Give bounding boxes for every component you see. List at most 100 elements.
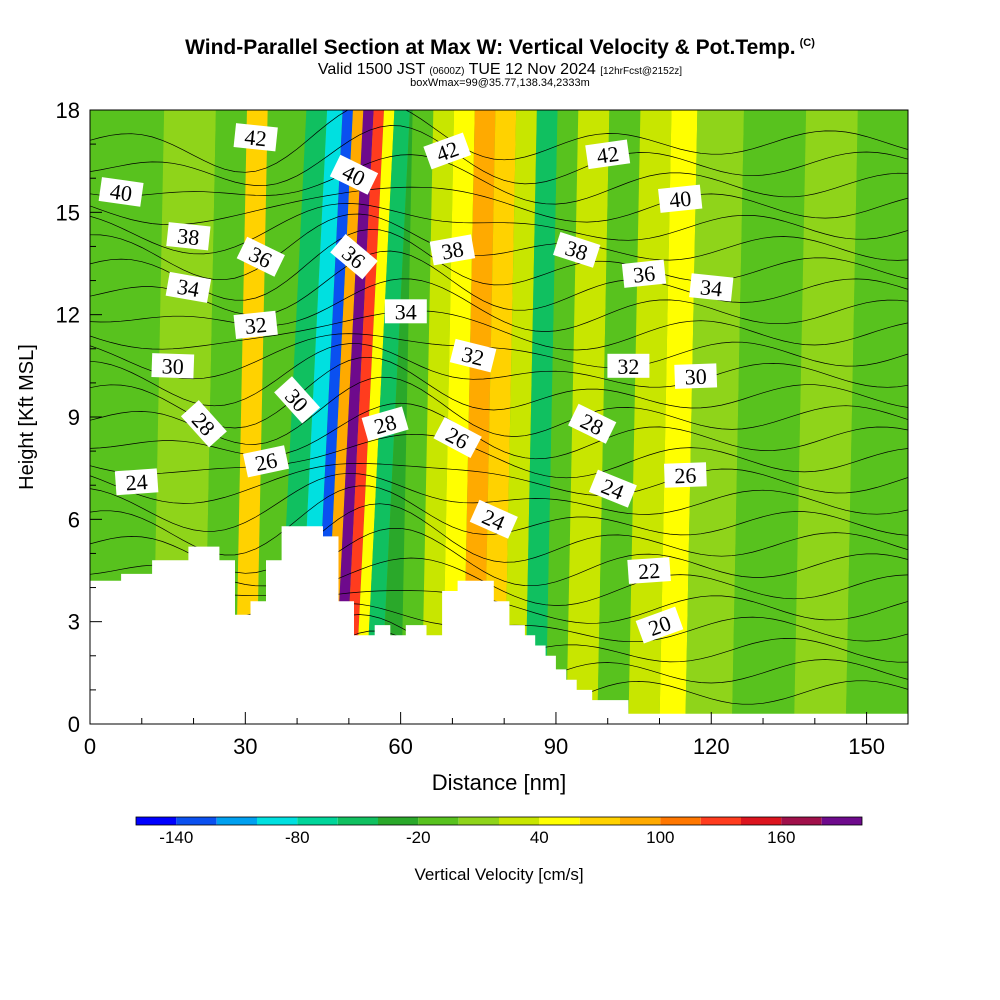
theta-label-box — [98, 177, 144, 207]
theta-contour-line — [90, 356, 908, 429]
theta-label-text: 36 — [632, 261, 656, 288]
colorbar-swatch — [499, 817, 540, 825]
theta-label-text: 40 — [668, 186, 692, 213]
y-tick-label: 9 — [68, 405, 80, 430]
velocity-band-28 — [794, 110, 858, 724]
theta-label-26: 26 — [433, 417, 482, 458]
theta-label-text: 42 — [595, 141, 620, 169]
theta-label-38: 38 — [166, 222, 211, 251]
colorbar-swatch — [176, 817, 217, 825]
theta-contour-line — [90, 376, 908, 445]
theta-label-box — [384, 299, 427, 324]
theta-contour-line — [90, 154, 908, 205]
colorbar: -140 -80 -20 40 100 160 — [135, 816, 863, 847]
theta-contour-line — [90, 213, 908, 281]
theta-label-box — [469, 499, 518, 539]
colorbar-swatch — [378, 817, 419, 825]
colorbar-swatch — [418, 817, 459, 825]
theta-label-text: 40 — [108, 178, 133, 206]
theta-label-24: 24 — [114, 468, 159, 496]
theta-label-36: 36 — [621, 259, 667, 288]
theta-label-box — [330, 234, 378, 280]
theta-label-28: 28 — [180, 400, 227, 448]
x-tick-label: 120 — [693, 734, 730, 759]
colorbar-tick-label: 40 — [530, 828, 549, 847]
theta-label-22: 22 — [627, 557, 671, 584]
x-tick-label: 90 — [544, 734, 568, 759]
colorbar-swatch — [781, 817, 822, 825]
theta-label-box — [166, 222, 211, 251]
theta-label-30: 30 — [674, 363, 718, 390]
velocity-band-21 — [545, 110, 579, 724]
title-mark: (C) — [799, 37, 815, 49]
y-tick-label: 3 — [68, 610, 80, 635]
colorbar-swatch — [539, 817, 580, 825]
velocity-band-20 — [524, 110, 558, 724]
theta-label-box — [361, 406, 409, 442]
theta-label-box — [585, 139, 631, 170]
theta-label-box — [151, 353, 195, 379]
theta-label-34: 34 — [689, 273, 734, 302]
chart-title: Wind-Parallel Section at Max W: Vertical… — [0, 36, 1000, 60]
theta-label-box — [165, 271, 212, 303]
theta-label-box — [233, 123, 278, 152]
theta-label-text: 38 — [176, 223, 200, 250]
theta-label-text: 38 — [439, 236, 465, 264]
x-tick-label: 0 — [84, 734, 96, 759]
colorbar-swatch — [821, 817, 862, 825]
theta-label-box — [274, 376, 321, 424]
subtitle-utc: (0600Z) — [429, 66, 465, 77]
theta-contour-line — [90, 229, 908, 301]
theta-label-28: 28 — [361, 406, 409, 442]
theta-contour-line — [90, 125, 908, 186]
colorbar-swatch — [620, 817, 661, 825]
theta-label-box — [429, 234, 476, 266]
theta-contour-line — [90, 333, 908, 380]
theta-label-box — [621, 259, 667, 288]
theta-label-32: 32 — [449, 338, 497, 373]
theta-label-34: 34 — [384, 299, 427, 324]
theta-label-24: 24 — [588, 469, 637, 508]
theta-label-32: 32 — [607, 353, 650, 379]
y-tick-label: 18 — [56, 98, 80, 123]
colorbar-swatch — [297, 817, 338, 825]
theta-label-26: 26 — [242, 445, 290, 478]
velocity-band-18 — [483, 110, 517, 724]
colorbar-frame — [135, 816, 863, 826]
theta-contour-line — [90, 278, 908, 332]
colorbar-swatch — [741, 817, 782, 825]
theta-label-box — [635, 606, 684, 644]
theta-contour-line — [90, 402, 908, 460]
theta-label-text: 32 — [244, 312, 268, 339]
theta-label-box — [433, 417, 482, 458]
terrain-mask — [90, 526, 908, 724]
theta-label-text: 34 — [395, 299, 417, 324]
theta-label-box — [689, 273, 734, 302]
theta-label-text: 30 — [684, 364, 707, 390]
theta-label-38: 38 — [429, 234, 476, 266]
theta-contour-line — [90, 463, 908, 504]
subtitle-date: TUE 12 Nov 2024 — [464, 61, 601, 78]
x-tick-label: 30 — [233, 734, 257, 759]
theta-label-40: 40 — [98, 177, 144, 207]
theta-label-box — [329, 154, 379, 195]
velocity-band-16 — [442, 110, 475, 724]
theta-contour-line — [90, 203, 908, 255]
velocity-band-19 — [504, 110, 537, 724]
subtitle-forecast: [12hrFcst@2152z] — [600, 66, 683, 77]
velocity-band-15 — [421, 110, 455, 724]
colorbar-tick-label: -20 — [406, 828, 431, 847]
theta-label-26: 26 — [663, 462, 707, 488]
velocity-band-0 — [90, 110, 165, 724]
y-tick-label: 0 — [68, 712, 80, 737]
theta-contour-line — [90, 310, 908, 351]
theta-label-box — [233, 310, 278, 340]
colorbar-swatch — [136, 817, 177, 825]
colorbar-tick-label: 160 — [767, 828, 795, 847]
velocity-band-26 — [685, 110, 744, 724]
colorbar-swatch — [458, 817, 499, 825]
y-tick-label: 6 — [68, 507, 80, 532]
